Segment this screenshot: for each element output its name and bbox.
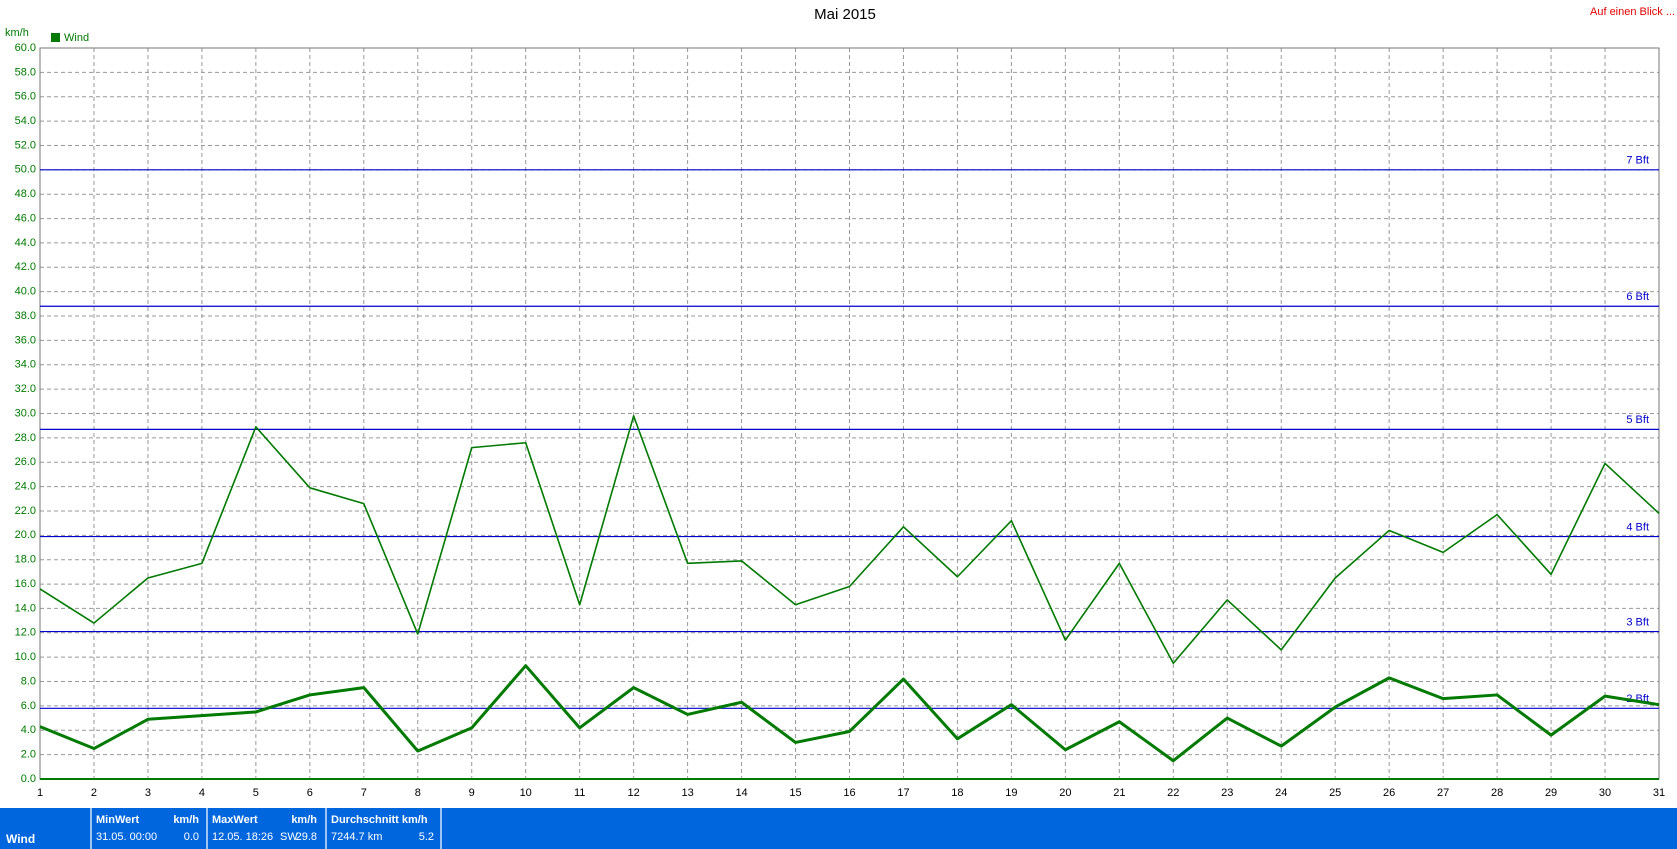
beaufort-label: 4 Bft [1626,521,1649,533]
x-tick-label: 25 [1329,787,1341,799]
y-tick-label: 16.0 [15,578,36,590]
x-tick-label: 13 [681,787,693,799]
y-tick-label: 8.0 [21,675,36,687]
x-tick-label: 10 [520,787,532,799]
summary-unit: km/h [291,814,317,826]
summary-detail: 12.05. 18:26 [212,831,274,843]
beaufort-label: 5 Bft [1626,414,1649,426]
y-tick-label: 38.0 [15,310,36,322]
y-tick-label: 58.0 [15,66,36,78]
overview-link[interactable]: Auf einen Blick ... [1590,6,1675,18]
chart-title: Mai 2015 [814,6,876,23]
x-tick-label: 21 [1113,787,1125,799]
x-tick-label: 8 [415,787,421,799]
summary-title: MinWert [96,814,140,826]
y-tick-label: 50.0 [15,164,36,176]
y-tick-label: 4.0 [21,724,36,736]
summary-detail: 7244.7 km [331,831,383,843]
x-tick-label: 28 [1491,787,1503,799]
summary-title: Durchschnitt km/h [331,814,428,826]
summary-bar: Wind MinWert km/h 31.05. 00:00 0.0 MaxWert km… [0,808,1677,849]
x-tick-label: 5 [253,787,259,799]
x-tick-label: 18 [951,787,963,799]
y-tick-label: 44.0 [15,237,36,249]
y-unit: km/h [5,27,29,39]
y-tick-label: 32.0 [15,383,36,395]
wind-line [39,415,1660,665]
x-tick-label: 23 [1221,787,1233,799]
y-tick-label: 26.0 [15,456,36,468]
x-tick-label: 15 [789,787,801,799]
summary-value: 29.8 [295,831,317,843]
x-tick-label: 31 [1653,787,1665,799]
y-tick-label: 20.0 [15,529,36,541]
beaufort-label: 3 Bft [1626,616,1649,628]
x-tick-label: 3 [145,787,151,799]
y-tick-label: 48.0 [15,188,36,200]
legend-swatch [51,33,60,42]
x-tick-label: 2 [91,787,97,799]
y-tick-label: 56.0 [15,91,36,103]
y-tick-label: 46.0 [15,212,36,224]
y-tick-label: 14.0 [15,602,36,614]
wind-line [39,664,1660,763]
y-tick-label: 10.0 [15,651,36,663]
y-tick-label: 6.0 [21,700,36,712]
x-tick-label: 26 [1383,787,1395,799]
beaufort-label: 6 Bft [1626,291,1649,303]
y-tick-label: 34.0 [15,359,36,371]
x-tick-label: 29 [1545,787,1557,799]
x-tick-label: 12 [628,787,640,799]
y-tick-label: 30.0 [15,407,36,419]
y-tick-label: 0.0 [21,773,36,785]
y-tick-label: 40.0 [15,286,36,298]
summary-value: 5.2 [418,831,434,843]
summary-cell: MinWert km/h 31.05. 00:00 0.0 [90,808,205,849]
y-tick-label: 52.0 [15,139,36,151]
y-tick-label: 60.0 [15,42,36,54]
summary-divider [440,808,442,849]
summary-detail: 31.05. 00:00 [96,831,158,843]
y-tick-label: 18.0 [15,554,36,566]
chart: Mai 2015 Auf einen Blick ... km/h 0.0 2.0… [5,6,1675,799]
summary-cell: MaxWert km/h 12.05. 18:26 SW 29.8 [206,808,323,849]
y-tick-label: 12.0 [15,627,36,639]
x-tick-label: 11 [574,787,585,799]
x-tick-label: 20 [1059,787,1071,799]
x-tick-label: 6 [307,787,313,799]
x-tick-label: 19 [1005,787,1017,799]
y-tick-label: 36.0 [15,334,36,346]
x-tick-label: 9 [469,787,475,799]
x-tick-label: 17 [897,787,909,799]
summary-value: 0.0 [183,831,199,843]
summary-cell: Durchschnitt km/h 7244.7 km 5.2 [325,808,440,849]
summary-unit: km/h [173,814,199,826]
x-tick-label: 27 [1437,787,1449,799]
y-tick-label: 2.0 [21,749,36,761]
x-tick-label: 7 [361,787,367,799]
footer-label: Wind [6,832,36,846]
x-tick-label: 14 [735,787,747,799]
y-tick-label: 22.0 [15,505,36,517]
x-tick-label: 4 [199,787,205,799]
y-tick-label: 42.0 [15,261,36,273]
summary-extra: SW [280,831,298,843]
x-tick-label: 1 [37,787,43,799]
x-tick-label: 16 [843,787,855,799]
y-tick-label: 24.0 [15,481,36,493]
x-tick-label: 24 [1275,787,1287,799]
summary-title: MaxWert [212,814,258,826]
y-tick-label: 54.0 [15,115,36,127]
x-tick-label: 30 [1599,787,1611,799]
y-tick-label: 28.0 [15,432,36,444]
beaufort-label: 7 Bft [1626,155,1649,167]
x-tick-label: 22 [1167,787,1179,799]
legend-label: Wind [64,32,89,44]
